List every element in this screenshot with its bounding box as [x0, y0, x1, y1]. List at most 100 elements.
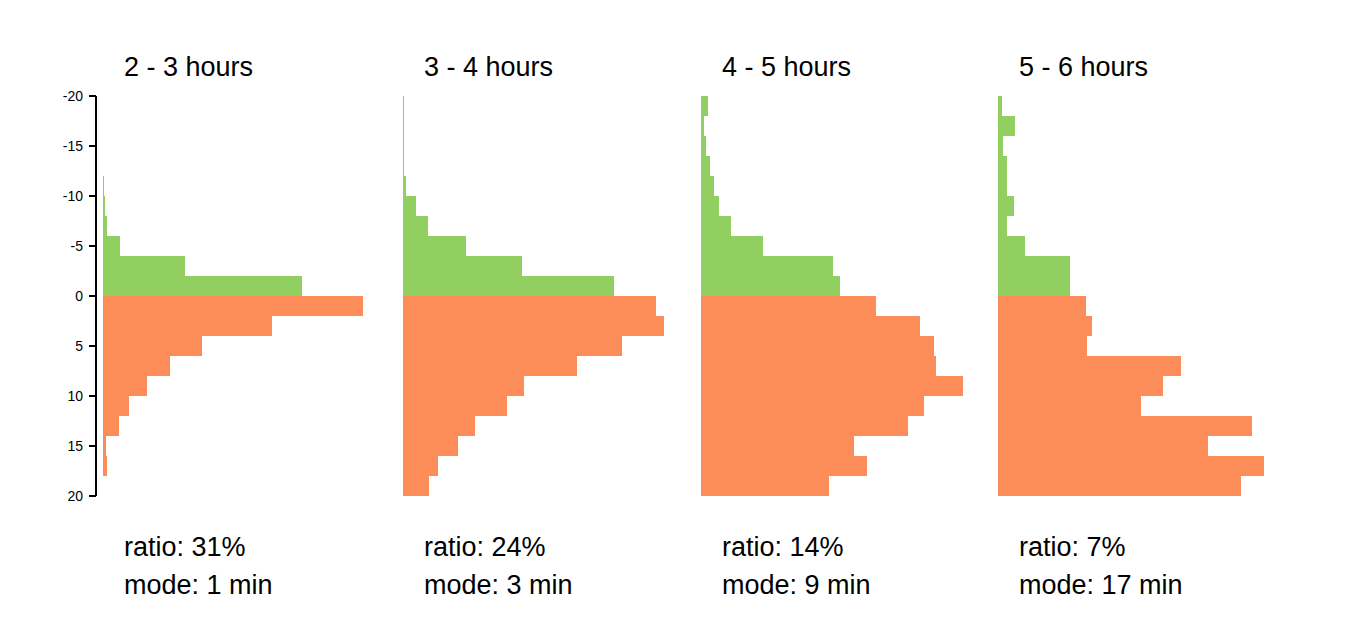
tick-mark	[89, 345, 96, 346]
histogram-bar	[403, 476, 429, 496]
histogram-bar	[701, 456, 867, 476]
panel: 2 - 3 hours-20-15-10-505101520ratio: 31%…	[63, 52, 363, 600]
histogram-bar	[103, 156, 104, 176]
histogram-bar	[103, 476, 104, 496]
y-axis: -20-15-10-505101520	[63, 88, 96, 504]
histogram-bar	[701, 476, 829, 496]
tick-mark	[89, 195, 96, 196]
histogram-bar	[701, 96, 708, 116]
panel: 4 - 5 hoursratio: 14%mode: 9 min	[701, 52, 963, 600]
histogram-bar	[403, 316, 664, 336]
panel-title: 3 - 4 hours	[424, 52, 553, 82]
histogram-bar	[403, 96, 404, 116]
histogram-bar	[403, 336, 622, 356]
histogram-bar	[998, 376, 1163, 396]
tick-label: 10	[67, 388, 83, 404]
histogram-bar	[998, 316, 1092, 336]
histogram-bar	[103, 376, 147, 396]
bars	[998, 96, 1264, 496]
histogram-bar	[998, 356, 1181, 376]
panel-title: 4 - 5 hours	[722, 52, 851, 82]
tick-mark	[89, 445, 96, 446]
histogram-bar	[403, 236, 466, 256]
histogram-bar	[701, 336, 934, 356]
histogram-bar	[701, 176, 714, 196]
histogram-bar	[403, 256, 522, 276]
histogram-bar	[103, 216, 107, 236]
histogram-bar	[103, 96, 104, 116]
histogram-bar	[998, 236, 1025, 256]
histogram-bar	[403, 176, 406, 196]
tick-mark	[89, 495, 96, 496]
histogram-bar	[998, 396, 1141, 416]
histogram-bar	[701, 356, 936, 376]
histogram-bar	[403, 416, 475, 436]
histogram-bar	[403, 216, 428, 236]
histogram-bar	[998, 116, 1015, 136]
histogram-bar	[998, 136, 1003, 156]
tick-mark	[89, 95, 96, 96]
tick-mark	[89, 395, 96, 396]
histogram-bar	[403, 356, 577, 376]
histogram-bar	[403, 276, 614, 296]
histogram-bar	[103, 236, 120, 256]
histogram-bar	[403, 396, 507, 416]
histogram-bar	[403, 196, 416, 216]
panel-title: 2 - 3 hours	[124, 52, 253, 82]
histogram-bar	[998, 216, 1007, 236]
histogram-bar	[103, 436, 106, 456]
histogram-bar	[998, 296, 1086, 316]
panel: 5 - 6 hours ratio: 7% mode: 17 min	[998, 52, 1264, 600]
histogram-bar	[701, 296, 876, 316]
histogram-bar	[701, 376, 963, 396]
histogram-bar	[998, 156, 1007, 176]
histogram-bar	[103, 316, 272, 336]
chart: 2 - 3 hours-20-15-10-505101520ratio: 31%…	[0, 0, 1360, 642]
histogram-bar	[103, 276, 302, 296]
histogram-bar	[103, 336, 202, 356]
histogram-bar	[103, 396, 129, 416]
histogram-bar	[701, 136, 706, 156]
tick-label: 5	[75, 338, 83, 354]
histogram-bar	[701, 436, 854, 456]
histogram-bar	[701, 116, 704, 136]
annotation: mode: 3 min	[424, 570, 573, 600]
tick-mark	[89, 295, 96, 296]
tick-label: -20	[63, 88, 83, 104]
histogram-bar	[998, 436, 1208, 456]
tick-label: -15	[63, 138, 83, 154]
annotation: ratio: 24%	[424, 532, 546, 562]
annotation: ratio: 7%	[1019, 532, 1126, 562]
annotation: mode: 17 min	[1019, 570, 1183, 600]
histogram-bar	[103, 296, 363, 316]
histogram-bar	[103, 356, 170, 376]
annotation: ratio: 14%	[722, 532, 844, 562]
histogram-bar	[701, 396, 924, 416]
tick-label: 20	[67, 488, 83, 504]
histogram-bar	[701, 196, 719, 216]
histogram-bar	[403, 376, 524, 396]
tick-label: 15	[67, 438, 83, 454]
bars	[701, 96, 963, 496]
histogram-bar	[998, 176, 1007, 196]
histogram-bar	[103, 176, 104, 196]
tick-label: 0	[75, 288, 83, 304]
histogram-bar	[403, 136, 404, 156]
histogram-bar	[701, 316, 920, 336]
panel-title: 5 - 6 hours	[1019, 52, 1148, 82]
histogram-bar	[403, 156, 404, 176]
histogram-bar	[103, 136, 104, 156]
background	[0, 0, 1360, 642]
histogram-bar	[103, 256, 185, 276]
histogram-bar	[998, 96, 1002, 116]
histogram-bar	[701, 416, 908, 436]
histogram-bar	[998, 416, 1252, 436]
histogram-bar	[998, 476, 1241, 496]
histogram-bar	[403, 116, 404, 136]
histogram-bar	[701, 236, 763, 256]
histogram-bar	[998, 456, 1264, 476]
tick-mark	[89, 245, 96, 246]
tick-label: -10	[63, 188, 83, 204]
histogram-bar	[998, 256, 1070, 276]
annotation: mode: 1 min	[124, 570, 273, 600]
